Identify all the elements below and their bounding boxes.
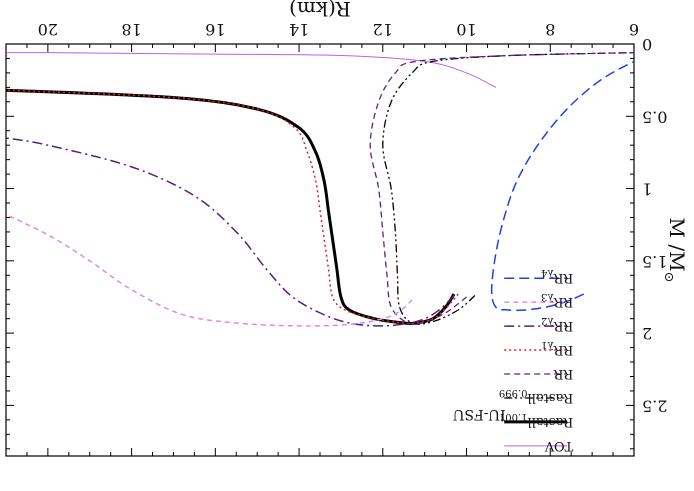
legend-label-6: RRλ3 [541, 291, 573, 309]
y-tick-label: 1.5 [642, 252, 667, 271]
y-tick-label: 2.5 [642, 396, 667, 415]
legend-label-1: Rastall1.001 [499, 411, 573, 429]
series-line-4 [6, 89, 459, 325]
legend-label-3: RR [553, 366, 574, 381]
x-tick-label: 18 [121, 20, 141, 39]
legend-label-5: RRλ2 [541, 315, 573, 333]
x-tick-label: 14 [289, 20, 309, 39]
series-group [6, 52, 634, 327]
y-axis-title-sub: ⊙ [661, 272, 676, 283]
y-tick-label: 0 [642, 35, 652, 54]
x-axis-title: R(km) [289, 0, 351, 21]
series-line-7 [490, 60, 634, 312]
y-tick-label: 2 [642, 324, 652, 343]
series-line-6 [6, 213, 413, 327]
x-tick-label: 12 [373, 20, 393, 39]
legend-label-2: Rastall0.999 [499, 387, 573, 405]
legend-label-sub-5: λ2 [541, 315, 554, 326]
legend-label-4: RRλ1 [541, 339, 573, 357]
x-tick-label: 20 [38, 20, 58, 39]
series-line-0 [6, 52, 497, 88]
x-tick-label: 6 [629, 20, 639, 39]
legend-label-sub-6: λ3 [541, 291, 554, 302]
x-tick-label: 8 [545, 20, 555, 39]
legend-label-7: RRλ4 [541, 267, 573, 285]
x-tick-label: 16 [205, 20, 225, 39]
series-line-1 [6, 88, 456, 326]
y-tick-label: 0.5 [642, 107, 667, 126]
chart-annotation: IU-FSU [452, 406, 505, 422]
legend-label-sub-1: 1.001 [499, 411, 528, 422]
series-line-2 [382, 52, 634, 325]
x-tick-label: 10 [456, 20, 476, 39]
series-line-3 [369, 52, 634, 325]
y-axis-title: M /M⊙ [661, 218, 689, 283]
series-line-5 [6, 137, 455, 327]
legend-label-0: TOV [544, 438, 573, 453]
legend-label-sub-2: 0.999 [499, 387, 528, 398]
legend-label-sub-7: λ4 [541, 267, 554, 278]
legend-label-sub-4: λ1 [541, 339, 554, 350]
y-tick-label: 1 [642, 180, 652, 199]
